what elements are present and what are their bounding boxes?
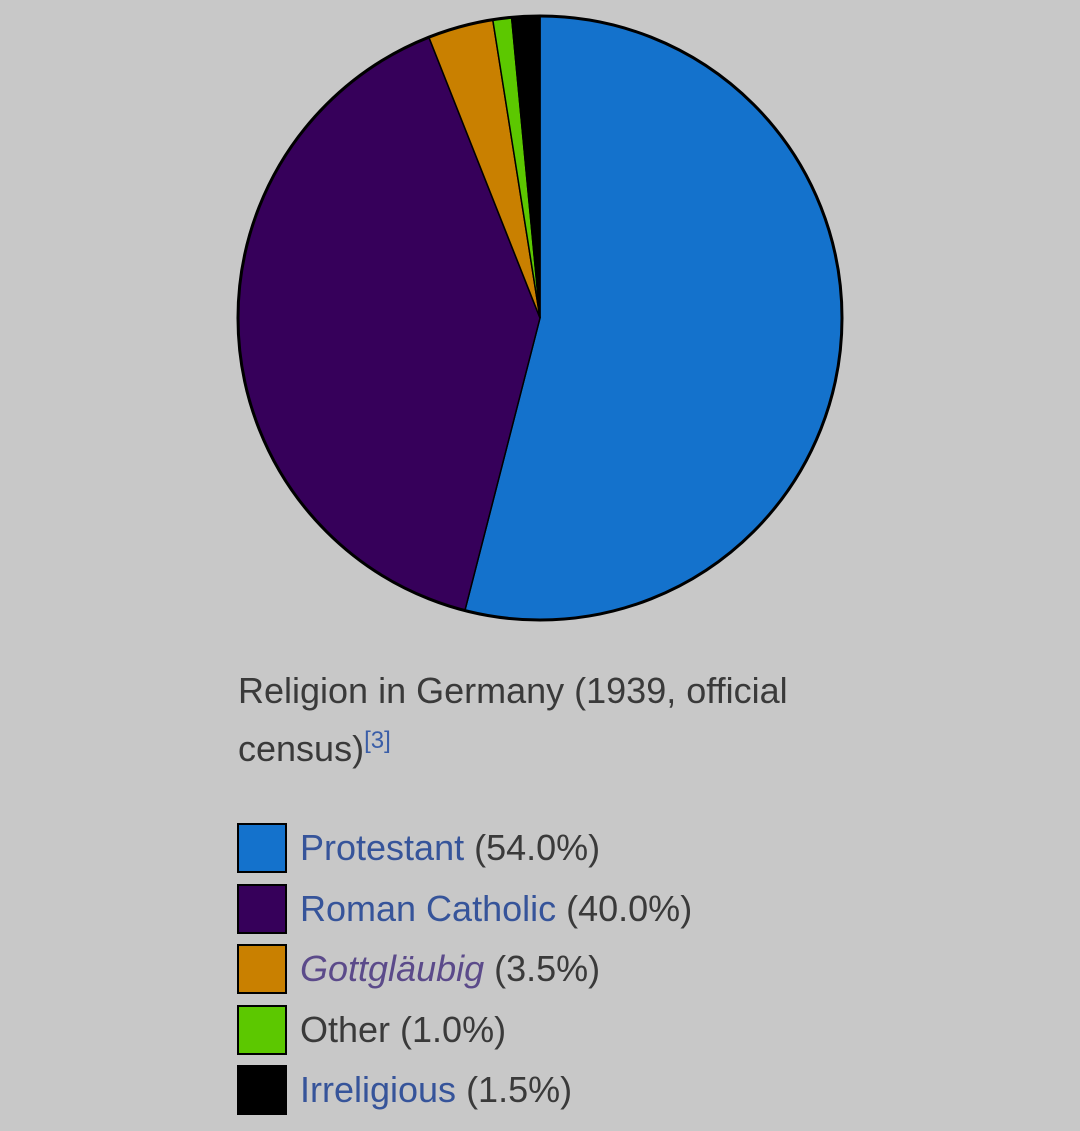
legend-percent-other: (1.0%)	[400, 1008, 507, 1050]
legend-swatch-gottglaubig	[237, 944, 287, 995]
legend-percent-gottglaubig: (3.5%)	[494, 948, 601, 990]
legend-swatch-protestant	[237, 823, 287, 874]
legend-percent-irreligious: (1.5%)	[466, 1069, 573, 1111]
legend-swatch-other	[237, 1004, 287, 1055]
legend-label-irreligious-link[interactable]: Irreligious	[300, 1069, 457, 1111]
legend-item-roman-catholic: Roman Catholic (40.0%)	[237, 879, 692, 940]
legend-item-gottglaubig: Gottgläubig (3.5%)	[237, 939, 692, 1000]
legend: Protestant (54.0%) Roman Catholic (40.0%…	[237, 818, 692, 1121]
legend-percent-protestant: (54.0%)	[474, 827, 601, 869]
legend-label-gottglaubig-link[interactable]: Gottgläubig	[300, 948, 485, 990]
legend-percent-roman-catholic: (40.0%)	[566, 887, 693, 929]
legend-swatch-irreligious	[237, 1065, 287, 1116]
legend-item-protestant: Protestant (54.0%)	[237, 818, 692, 879]
legend-item-irreligious: Irreligious (1.5%)	[237, 1060, 692, 1121]
legend-swatch-roman-catholic	[237, 883, 287, 934]
legend-item-other: Other (1.0%)	[237, 1000, 692, 1061]
pie-slices	[237, 15, 843, 621]
legend-label-roman-catholic-link[interactable]: Roman Catholic	[300, 887, 557, 929]
legend-label-other: Other	[300, 1008, 391, 1050]
legend-label-protestant-link[interactable]: Protestant	[300, 827, 465, 869]
pie-chart	[236, 14, 844, 622]
pie-outline	[236, 14, 844, 622]
caption-text: Religion in Germany (1939, official cens…	[238, 670, 788, 769]
chart-caption: Religion in Germany (1939, official cens…	[238, 662, 858, 778]
caption-reference-link[interactable]: [3]	[364, 727, 391, 754]
